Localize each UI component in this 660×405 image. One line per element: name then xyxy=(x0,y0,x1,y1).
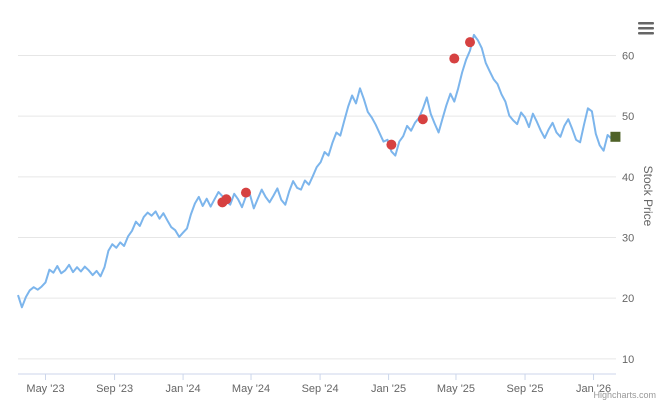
x-tick-label: Sep '24 xyxy=(302,383,339,395)
x-tick-label: May '23 xyxy=(26,383,64,395)
y-axis: 10 20 30 40 50 60 xyxy=(622,51,634,366)
x-tick-label: Jan '26 xyxy=(576,383,611,395)
x-tick-label: Sep '25 xyxy=(507,383,544,395)
chart-menu-button[interactable] xyxy=(636,19,656,37)
series-layer xyxy=(17,33,613,309)
event-marker[interactable] xyxy=(465,37,476,48)
y-tick-label: 20 xyxy=(622,293,634,305)
y-tick-label: 60 xyxy=(622,51,634,63)
price-line xyxy=(17,33,613,309)
y-tick-label: 40 xyxy=(622,172,634,184)
event-marker[interactable] xyxy=(386,139,397,150)
y-tick-label: 30 xyxy=(622,233,634,245)
grid-lines xyxy=(18,55,616,360)
x-tick-label: May '25 xyxy=(437,383,475,395)
event-marker[interactable] xyxy=(417,114,428,125)
last-price-marker[interactable] xyxy=(610,131,621,142)
highcharts-credit[interactable]: Highcharts.com xyxy=(593,390,656,400)
y-tick-label: 50 xyxy=(622,111,634,123)
y-axis-title: Stock Price xyxy=(641,166,655,227)
hamburger-menu-icon xyxy=(638,22,654,35)
event-marker[interactable] xyxy=(449,53,460,64)
x-tick-label: Sep '23 xyxy=(96,383,133,395)
y-tick-label: 10 xyxy=(622,354,634,366)
x-tick-label: Jan '24 xyxy=(166,383,201,395)
x-axis: May '23 Sep '23 Jan '24 May '24 Sep '24 Jan '… xyxy=(18,373,616,395)
event-marker[interactable] xyxy=(221,194,232,205)
event-marker[interactable] xyxy=(240,187,251,198)
marker-layer xyxy=(217,37,621,208)
x-tick-label: Jan '25 xyxy=(371,383,406,395)
x-tick-label: May '24 xyxy=(232,383,270,395)
